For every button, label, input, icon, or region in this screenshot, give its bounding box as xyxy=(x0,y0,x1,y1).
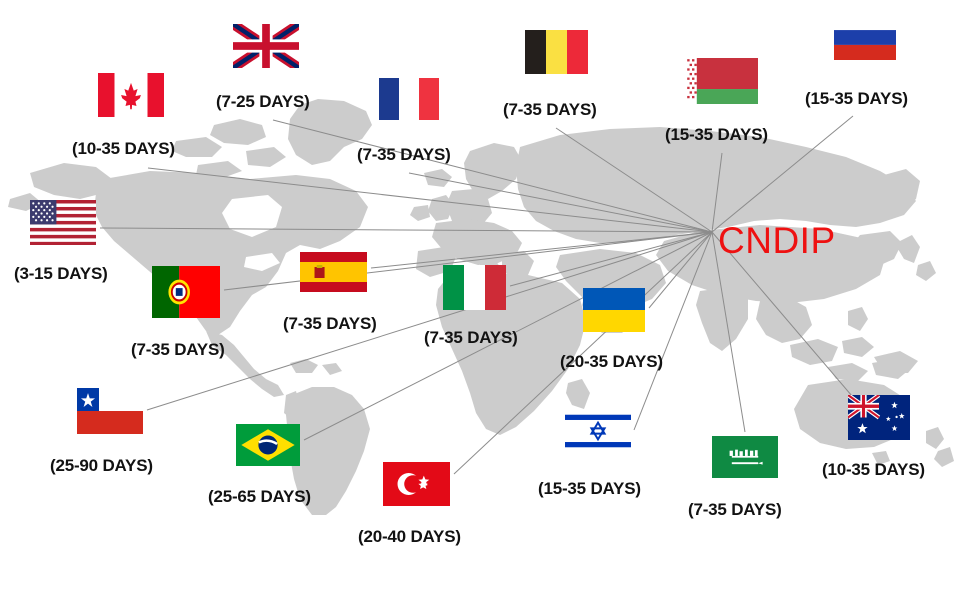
days-label-saudi-arabia: (7-35 DAYS) xyxy=(688,500,782,519)
days-label-uk: (7-25 DAYS) xyxy=(216,92,310,111)
days-label-chile: (25-90 DAYS) xyxy=(50,456,153,475)
flag-italy xyxy=(443,265,506,310)
days-label-portugal: (7-35 DAYS) xyxy=(131,340,225,359)
flag-portugal xyxy=(152,266,220,318)
flag-israel xyxy=(565,410,631,452)
days-label-russia: (15-35 DAYS) xyxy=(805,89,908,108)
flag-canada xyxy=(98,73,164,117)
days-label-spain: (7-35 DAYS) xyxy=(283,314,377,333)
flag-russia xyxy=(834,15,896,60)
days-label-france: (7-35 DAYS) xyxy=(357,145,451,164)
flag-turkey xyxy=(383,462,450,506)
flag-spain xyxy=(300,252,367,292)
flag-belgium xyxy=(525,30,588,74)
days-label-turkey: (20-40 DAYS) xyxy=(358,527,461,546)
flag-belarus xyxy=(686,58,758,104)
days-label-ukraine: (20-35 DAYS) xyxy=(560,352,663,371)
flag-chile xyxy=(77,388,143,434)
days-label-australia: (10-35 DAYS) xyxy=(822,460,925,479)
flag-australia xyxy=(848,395,910,440)
flag-france xyxy=(379,78,439,120)
days-label-canada: (10-35 DAYS) xyxy=(72,139,175,158)
flag-usa xyxy=(30,200,96,245)
flag-uk xyxy=(233,24,299,68)
days-label-israel: (15-35 DAYS) xyxy=(538,479,641,498)
days-label-brazil: (25-65 DAYS) xyxy=(208,487,311,506)
flag-saudi-arabia xyxy=(712,436,778,478)
days-label-usa: (3-15 DAYS) xyxy=(14,264,108,283)
days-label-belgium: (7-35 DAYS) xyxy=(503,100,597,119)
flag-brazil xyxy=(236,424,300,466)
days-label-belarus: (15-35 DAYS) xyxy=(665,125,768,144)
hub-label-cndip: CNDIP xyxy=(718,220,836,261)
days-label-italy: (7-35 DAYS) xyxy=(424,328,518,347)
flag-ukraine xyxy=(583,288,645,332)
